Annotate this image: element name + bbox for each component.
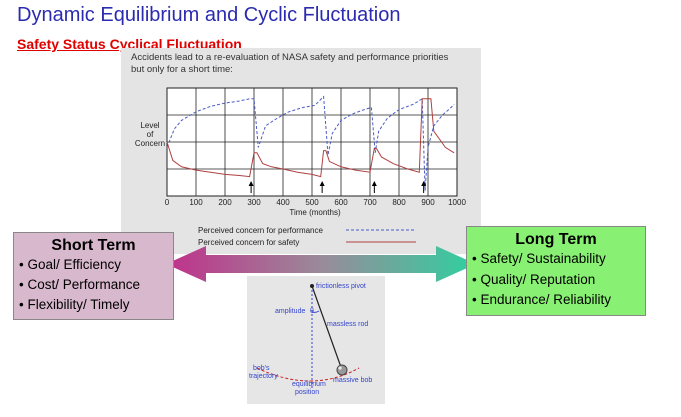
x-axis-label: Time (months): [289, 208, 341, 217]
pivot-label: frictionless pivot: [316, 283, 366, 290]
x-tick-label: 500: [305, 198, 319, 207]
accident-marker-head: [371, 181, 377, 186]
series-safety-line: [166, 98, 455, 178]
short-term-box: Short Term • Goal/ Efficiency • Cost/ Pe…: [13, 232, 174, 320]
x-tick-label: 1000: [448, 198, 466, 207]
x-tick-label: 700: [363, 198, 377, 207]
trajectory-label-line2: trajectory: [249, 373, 278, 380]
x-tick-label: 900: [421, 198, 435, 207]
y-axis-label-line1: Level: [140, 121, 159, 130]
accident-marker-head: [248, 181, 254, 186]
long-term-item: • Safety/ Sustainability: [472, 251, 606, 266]
legend-safety-label: Perceived concern for safety: [198, 238, 299, 247]
x-tick-label: 800: [392, 198, 406, 207]
chart-series: [166, 95, 455, 191]
safety-cycle-chart: 0 100 200 300 400 500 600 700 800 900 1000 Level o…: [135, 87, 467, 247]
short-term-item: • Flexibility/ Timely: [19, 297, 130, 312]
double-headed-arrow: [166, 246, 476, 282]
short-term-item: • Goal/ Efficiency: [19, 257, 122, 272]
amplitude-label: amplitude: [275, 308, 305, 315]
amplitude-arc: [311, 310, 320, 313]
y-axis-label-line3: Concern: [135, 139, 165, 148]
theta-label: θ: [310, 308, 314, 315]
page-title: Dynamic Equilibrium and Cyclic Fluctuati…: [17, 4, 401, 26]
x-tick-label: 100: [189, 198, 203, 207]
chart-caption-line2: but only for a short time:: [131, 64, 233, 75]
short-term-item: • Cost/ Performance: [19, 277, 141, 292]
long-term-box: Long Term • Safety/ Sustainability • Qua…: [466, 226, 646, 316]
pivot-point: [310, 284, 314, 288]
long-term-item: • Endurance/ Reliability: [472, 292, 612, 307]
chart-legend: Perceived concern for performance Percei…: [198, 226, 416, 247]
accident-marker-head: [319, 181, 325, 186]
double-arrow-shape: [166, 246, 476, 282]
rod-label: massless rod: [327, 321, 368, 328]
short-term-title: Short Term: [51, 237, 136, 254]
series-performance-line: [166, 95, 455, 191]
x-tick-labels: 0 100 200 300 400 500 600 700 800 900 1000: [165, 198, 467, 207]
trajectory-label-line1: bob's: [253, 365, 270, 372]
massless-rod: [311, 285, 343, 371]
equilibrium-label-line1: equilibrium: [292, 381, 326, 388]
accident-markers: [248, 181, 427, 193]
legend-performance-label: Perceived concern for performance: [198, 226, 324, 235]
long-term-title: Long Term: [515, 231, 597, 248]
long-term-item: • Quality/ Reputation: [472, 271, 596, 287]
bob-trajectory-arc: [256, 367, 360, 382]
y-axis-label-line2: of: [147, 130, 154, 139]
equilibrium-label-line2: position: [295, 389, 319, 396]
x-tick-label: 400: [276, 198, 290, 207]
x-tick-label: 200: [218, 198, 232, 207]
chart-caption-line1: Accidents lead to a re-evaluation of NAS…: [131, 52, 449, 63]
pendulum-diagram: frictionless pivot amplitude θ massless …: [249, 283, 372, 396]
x-tick-label: 300: [247, 198, 261, 207]
x-tick-label: 0: [165, 198, 170, 207]
massive-bob-highlight: [338, 366, 342, 370]
massive-bob: [336, 364, 348, 376]
accident-marker-head: [421, 181, 427, 186]
bob-label: massive bob: [333, 377, 372, 384]
x-tick-label: 600: [334, 198, 348, 207]
